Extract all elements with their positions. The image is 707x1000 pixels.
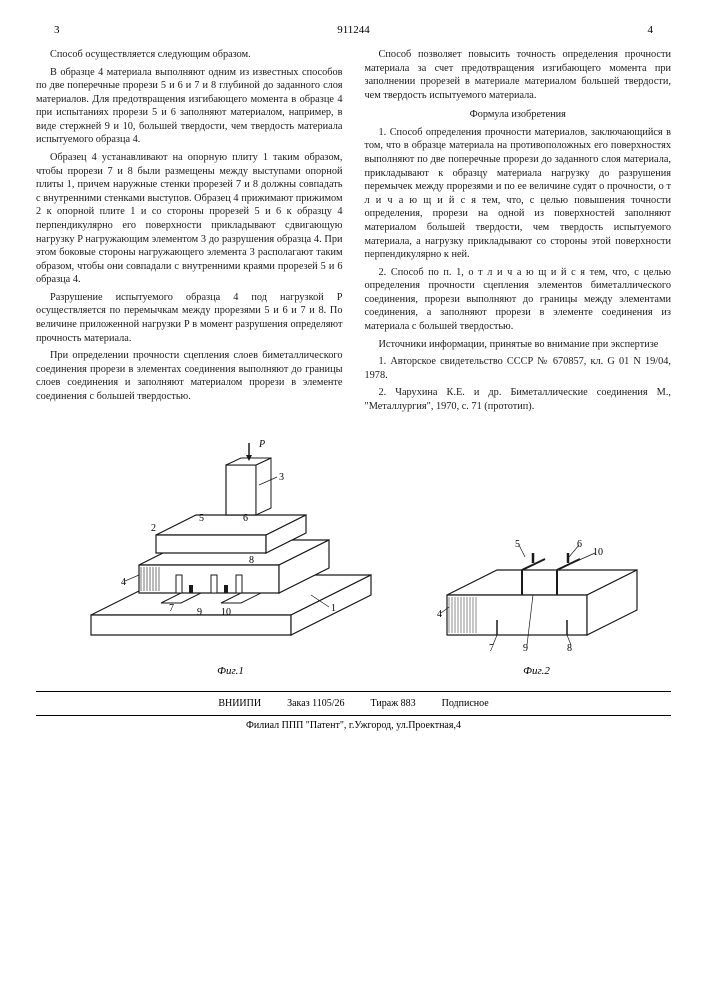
footer-signed: Подписное bbox=[442, 697, 489, 712]
left-column: Способ осуществляется следующим образом.… bbox=[36, 48, 343, 417]
right-column: Способ позволяет повысить точность опред… bbox=[365, 48, 672, 417]
svg-text:3: 3 bbox=[279, 472, 284, 483]
left-p5: При определении прочности сцепления слое… bbox=[36, 349, 343, 403]
left-p2: В образце 4 материала выполняют одним из… bbox=[36, 66, 343, 147]
figure-1-svg: P 3 2 5 6 8 4 7 9 10 1 bbox=[61, 435, 401, 665]
claim-2: 2. Способ по п. 1, о т л и ч а ю щ и й с… bbox=[365, 266, 672, 334]
page-number-right: 4 bbox=[648, 24, 654, 36]
footer-tirazh: Тираж 883 bbox=[371, 697, 416, 712]
svg-text:8: 8 bbox=[567, 643, 572, 654]
svg-text:5: 5 bbox=[515, 539, 520, 550]
svg-text:4: 4 bbox=[121, 577, 126, 588]
sources-title: Источники информации, принятые во вниман… bbox=[365, 338, 672, 352]
figure-2-label: Фиг.2 bbox=[427, 665, 647, 677]
figure-2-svg: 56104798 bbox=[427, 525, 647, 665]
left-p1: Способ осуществляется следующим образом. bbox=[36, 48, 343, 62]
source-2: 2. Чарухина К.Е. и др. Биметаллические с… bbox=[365, 386, 672, 413]
patent-number: 911244 bbox=[337, 24, 370, 36]
page-header: 3 911244 4 bbox=[36, 24, 671, 36]
text-columns: Способ осуществляется следующим образом.… bbox=[36, 48, 671, 417]
footer: ВНИИПИ Заказ 1105/26 Тираж 883 Подписное… bbox=[36, 691, 671, 733]
figures-row: P 3 2 5 6 8 4 7 9 10 1 Фиг.1 5 6 10 4 7 9 8 Фиг.2 bbox=[36, 435, 671, 677]
figure-1-label: Фиг.1 bbox=[61, 665, 401, 677]
svg-text:6: 6 bbox=[243, 513, 248, 524]
footer-org: ВНИИПИ bbox=[218, 697, 261, 712]
svg-text:10: 10 bbox=[593, 547, 603, 558]
footer-order: Заказ 1105/26 bbox=[287, 697, 344, 712]
left-p4: Разрушение испытуемого образца 4 под наг… bbox=[36, 291, 343, 345]
formula-title: Формула изобретения bbox=[365, 108, 672, 122]
svg-text:6: 6 bbox=[577, 539, 582, 550]
svg-text:1: 1 bbox=[331, 603, 336, 614]
footer-line2: Филиал ППП "Патент", г.Ужгород, ул.Проек… bbox=[36, 715, 671, 734]
svg-text:P: P bbox=[258, 439, 265, 450]
source-1: 1. Авторское свидетельство СССР № 670857… bbox=[365, 355, 672, 382]
svg-text:4: 4 bbox=[437, 609, 442, 620]
figure-1: P 3 2 5 6 8 4 7 9 10 1 Фиг.1 bbox=[61, 435, 401, 677]
claim-1: 1. Способ определения прочности материал… bbox=[365, 126, 672, 262]
svg-text:2: 2 bbox=[151, 523, 156, 534]
svg-text:7: 7 bbox=[169, 603, 174, 614]
svg-text:9: 9 bbox=[197, 607, 202, 618]
svg-text:8: 8 bbox=[249, 555, 254, 566]
svg-text:10: 10 bbox=[221, 607, 231, 618]
right-p1: Способ позволяет повысить точность опред… bbox=[365, 48, 672, 102]
page-number-left: 3 bbox=[54, 24, 60, 36]
patent-page: 3 911244 4 Способ осуществляется следующ… bbox=[0, 0, 707, 1000]
left-p3: Образец 4 устанавливают на опорную плиту… bbox=[36, 151, 343, 287]
svg-text:5: 5 bbox=[199, 513, 204, 524]
figure-2: 56104798 Фиг.2 bbox=[427, 525, 647, 677]
